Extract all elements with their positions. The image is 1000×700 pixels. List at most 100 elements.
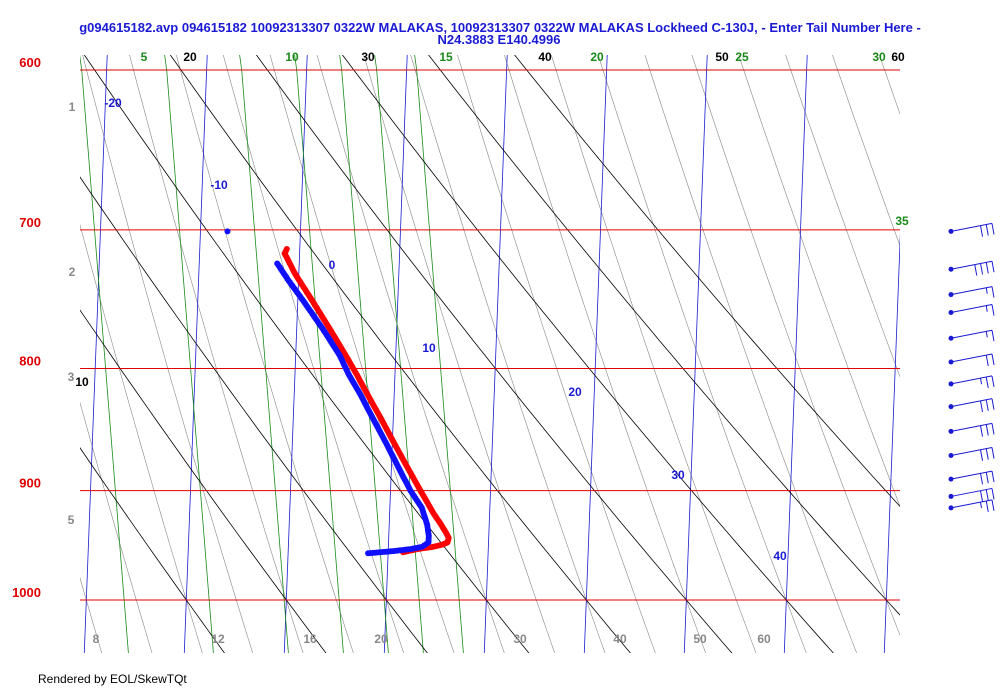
dry-adiabat-line [80, 176, 428, 653]
moist-adiabat-label: 30 [513, 632, 527, 646]
moist-adiabat-line [832, 55, 900, 247]
moist-adiabat-line [176, 55, 354, 653]
moist-adiabat-label: 60 [757, 632, 771, 646]
mixing-ratio-line [414, 55, 464, 653]
dry-adiabat-label: 30 [361, 50, 375, 64]
wind-barb [948, 398, 995, 413]
isotherm-label: 40 [773, 549, 787, 563]
height-label: 5 [68, 513, 75, 527]
dry-adiabat-label: 60 [891, 50, 905, 64]
moist-adiabat-line [363, 55, 555, 653]
mixing-ratio-line [294, 55, 344, 653]
moist-adiabat-label: 12 [211, 632, 225, 646]
isotherm-label: -20 [104, 96, 122, 110]
pressure-label: 900 [19, 476, 41, 491]
moist-adiabat-label: 8 [93, 632, 100, 646]
height-label: 1 [69, 100, 76, 114]
moist-adiabat-label: 50 [693, 632, 707, 646]
pressure-label: 800 [19, 353, 41, 368]
moist-adiabat-line [879, 55, 900, 115]
dry-adiabat-label: 20 [183, 50, 197, 64]
wind-barb [948, 329, 995, 342]
pressure-label: 700 [19, 215, 41, 230]
moist-adiabat-label: 20 [374, 632, 388, 646]
dry-adiabat-line [80, 447, 225, 653]
isotherm-line [283, 55, 308, 653]
dry-adiabat-line [255, 55, 733, 653]
moist-adiabat-line [410, 55, 606, 653]
mixing-ratio-label: 35 [895, 214, 909, 228]
moist-adiabat-line [457, 55, 656, 653]
pressure-label: 600 [19, 55, 41, 70]
temperature-series [281, 246, 452, 556]
dry-adiabat-line [514, 55, 900, 508]
isotherm-label: -10 [210, 178, 228, 192]
moist-adiabat-line [738, 55, 900, 508]
isotherm-line [583, 55, 608, 653]
moist-adiabat-line [82, 55, 253, 653]
dewpoint-outlier-point [224, 228, 231, 235]
isotherm-line [83, 55, 108, 653]
moist-adiabat-line [80, 223, 203, 653]
isotherm-line [783, 55, 808, 653]
wind-barb [948, 447, 995, 461]
dry-adiabat-line [83, 55, 530, 653]
temperature-point [283, 246, 290, 252]
wind-barb [948, 304, 995, 316]
moist-adiabat-line [316, 55, 505, 653]
isotherm-label: 30 [671, 468, 685, 482]
isotherm-line [483, 55, 508, 653]
isotherm-line [383, 55, 408, 653]
dry-adiabat-line [80, 309, 327, 653]
chart-subtitle: N24.3883 E140.4996 [438, 32, 561, 47]
moist-adiabat-label: 40 [613, 632, 627, 646]
dry-adiabat-label: 40 [538, 50, 552, 64]
dewpoint-series [274, 260, 432, 557]
renderer-credit: Rendered by EOL/SkewTQt [38, 672, 187, 686]
mixing-ratio-label: 10 [285, 50, 299, 64]
dry-adiabat-line [169, 55, 631, 653]
chart-title: g094615182.avp 094615182 10092313307 032… [79, 20, 921, 35]
moist-adiabat-line [80, 576, 103, 653]
wind-barb [948, 470, 995, 485]
wind-barb [948, 375, 995, 389]
moist-adiabat-line [222, 55, 404, 653]
wind-barb [948, 260, 995, 276]
height-label: 2 [69, 265, 76, 279]
wind-barb [948, 487, 995, 502]
sounding-traces [224, 228, 452, 557]
isotherm-line [883, 232, 900, 653]
moist-adiabat-line [504, 55, 706, 653]
mixing-ratio-label: 5 [141, 50, 148, 64]
wind-barb [948, 286, 995, 298]
isotherm-label: 0 [329, 258, 336, 272]
moist-adiabat-line [0, 53, 3, 661]
moist-adiabat-label: 16 [303, 632, 317, 646]
mixing-ratio-label: 25 [735, 50, 749, 64]
isotherm-line [183, 55, 208, 653]
dry-adiabat-label: 50 [715, 50, 729, 64]
wind-barb [948, 222, 995, 237]
moist-adiabat-line [550, 55, 757, 653]
isotherm-line [0, 53, 7, 661]
dry-adiabat-label: 10 [75, 375, 89, 389]
dewpoint-point [274, 260, 281, 267]
diagram-grid [0, 53, 900, 661]
isotherm-label: 20 [568, 385, 582, 399]
moist-adiabat-line [80, 401, 153, 653]
isotherm-label: 10 [422, 341, 436, 355]
moist-adiabat-line [691, 55, 900, 637]
wind-barb [948, 353, 995, 367]
dry-adiabat-line [342, 55, 834, 653]
height-label: 3 [68, 370, 75, 384]
pressure-label: 1000 [12, 585, 41, 600]
dry-adiabat-line [428, 55, 900, 616]
wind-barb [948, 422, 995, 437]
mixing-ratio-label: 30 [872, 50, 886, 64]
moist-adiabat-line [644, 55, 857, 653]
wind-barb [948, 499, 995, 513]
moist-adiabat-line [597, 55, 807, 653]
isotherm-line [683, 55, 708, 653]
